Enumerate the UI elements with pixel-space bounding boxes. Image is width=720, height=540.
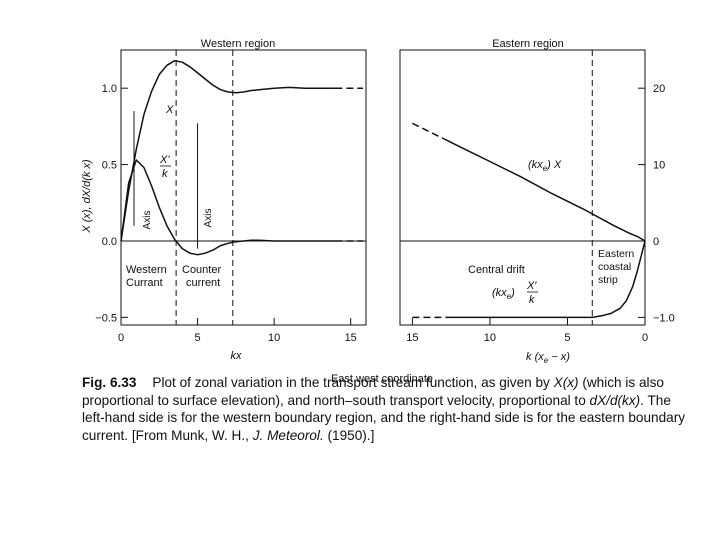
- x-tick-label-1-3: 0: [642, 332, 648, 344]
- caption-journal: J. Meteorol.: [252, 427, 324, 443]
- right-y-tick-label-1-1: 0: [653, 236, 659, 248]
- western-x-axis-label: kx: [231, 350, 243, 362]
- series-line-0-0: [120, 59, 336, 242]
- caption-text-2: (which is also proportional to surface e…: [82, 375, 664, 408]
- caption-symbol-1: X(x): [553, 375, 579, 390]
- eastern-marks: [400, 50, 645, 325]
- x-tick-label-1-0: 15: [406, 332, 418, 344]
- western-region-panel: Western region X (x), dX/d(k x) kx 0 5 10 1…: [81, 38, 367, 362]
- label-strip: strip: [598, 274, 618, 286]
- caption-text-3: . The left-hand side is for the western …: [82, 392, 686, 443]
- label-X: X: [165, 104, 174, 116]
- eastern-panel-title: Eastern region: [492, 38, 564, 50]
- right-y-tick-label-1-2: 10: [653, 160, 665, 172]
- right-y-tick-label-1-0: −1.0: [653, 312, 675, 324]
- right-y-tick-label-1-3: 20: [653, 83, 665, 95]
- western-y-ticks: −0.5 0.0 0.5 1.0: [95, 83, 128, 324]
- caption-figure-number: Fig. 6.33: [82, 375, 137, 390]
- label-X-prime: X': [159, 154, 170, 166]
- western-x-ticks: 0 5 10 15: [118, 318, 357, 344]
- label-counter: Counter: [182, 264, 221, 276]
- caption-text-1: Plot of zonal variation in the transport…: [152, 375, 554, 390]
- label-eastern: Eastern: [598, 248, 634, 260]
- label-axis-2: Axis: [203, 209, 214, 228]
- label-k-frac: k: [529, 294, 535, 306]
- western-y-axis-label: X (x), dX/d(k x): [81, 159, 93, 234]
- label-western: Western: [126, 264, 167, 276]
- eastern-x-axis-label: k (xe − x): [526, 351, 570, 365]
- eastern-y-ticks: −1.0 0 10 20: [638, 83, 675, 324]
- caption-symbol-2: dX/d(kx): [589, 392, 641, 408]
- series-line-1-0: [443, 137, 646, 242]
- y-tick-label-0-3: 1.0: [102, 83, 117, 95]
- eastern-plot-frame: [399, 49, 646, 326]
- label-kxe-X: (kxe) X: [528, 159, 562, 173]
- western-panel-title: Western region: [201, 38, 275, 50]
- label-central-drift: Central drift: [468, 264, 525, 276]
- label-axis-1: Axis: [142, 211, 153, 230]
- shared-x-axis-label: East west coordinate: [331, 373, 433, 385]
- x-tick-label-1-1: 10: [484, 332, 496, 344]
- label-coastal: coastal: [598, 261, 631, 273]
- x-tick-label-0-0: 0: [118, 332, 124, 344]
- x-tick-label-1-2: 5: [564, 332, 570, 344]
- western-plot-frame: [120, 49, 367, 326]
- series-line-0-1: [120, 159, 336, 256]
- caption-text-4: (1950).]: [323, 427, 375, 443]
- western-series: [120, 59, 363, 256]
- label-currant: Currant: [126, 277, 163, 289]
- x-tick-label-0-3: 15: [345, 332, 357, 344]
- y-tick-label-0-0: −0.5: [95, 312, 117, 324]
- label-kxe-Xprime-k: (kxe): [492, 287, 515, 301]
- label-current: current: [186, 277, 220, 289]
- label-Xprime-frac: X′: [526, 280, 537, 292]
- x-tick-label-0-1: 5: [195, 332, 201, 344]
- label-k: k: [162, 168, 168, 180]
- x-tick-label-0-2: 10: [268, 332, 280, 344]
- eastern-series: [412, 122, 646, 319]
- figure-caption: Fig. 6.33 Plot of zonal variation in the …: [82, 374, 692, 444]
- eastern-x-ticks: 15 10 5 0: [406, 318, 648, 344]
- eastern-region-panel: Eastern region k (xe − x) 15 10 5 0 −1.0 0 10…: [399, 38, 675, 365]
- y-tick-label-0-2: 0.5: [102, 160, 117, 172]
- series-line-1-1: [446, 240, 646, 319]
- y-tick-label-0-1: 0.0: [102, 236, 117, 248]
- series-dash-1-0: [412, 122, 444, 140]
